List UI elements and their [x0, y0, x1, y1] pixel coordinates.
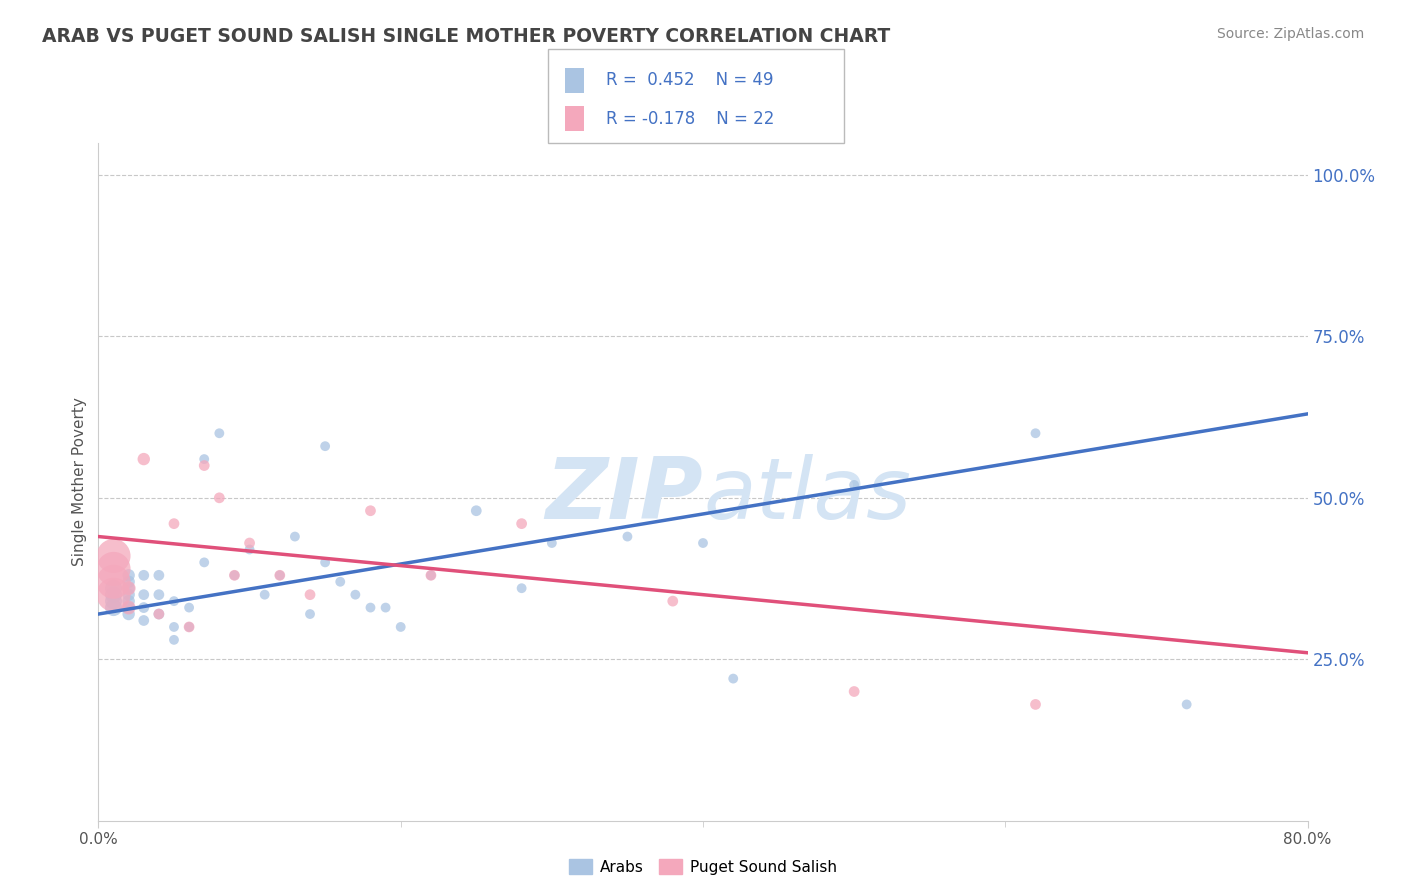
Point	[224, 568, 246, 582]
Point	[299, 607, 322, 621]
Point	[389, 620, 412, 634]
Point	[510, 581, 533, 595]
Point	[692, 536, 714, 550]
Point	[239, 542, 262, 557]
Point	[360, 504, 382, 518]
Point	[103, 600, 125, 615]
Point	[314, 555, 336, 569]
Text: Source: ZipAtlas.com: Source: ZipAtlas.com	[1216, 27, 1364, 41]
Point	[103, 562, 125, 576]
Point	[103, 588, 125, 602]
Point	[420, 568, 443, 582]
Point	[163, 594, 186, 608]
Point	[193, 555, 215, 569]
Point	[360, 600, 382, 615]
Point	[148, 568, 170, 582]
Point	[314, 439, 336, 453]
Point	[844, 478, 866, 492]
Point	[163, 632, 186, 647]
Legend: Arabs, Puget Sound Salish: Arabs, Puget Sound Salish	[564, 853, 842, 880]
Point	[239, 536, 262, 550]
Point	[163, 620, 186, 634]
Point	[103, 594, 125, 608]
Point	[208, 426, 231, 441]
Point	[540, 536, 562, 550]
Text: ARAB VS PUGET SOUND SALISH SINGLE MOTHER POVERTY CORRELATION CHART: ARAB VS PUGET SOUND SALISH SINGLE MOTHER…	[42, 27, 890, 45]
Point	[344, 588, 367, 602]
Point	[118, 600, 141, 615]
Point	[118, 588, 141, 602]
Point	[179, 600, 201, 615]
Point	[465, 504, 488, 518]
Point	[179, 620, 201, 634]
Point	[132, 588, 155, 602]
Point	[118, 607, 141, 621]
Point	[118, 594, 141, 608]
Point	[269, 568, 291, 582]
Text: ZIP: ZIP	[546, 454, 703, 537]
Point	[118, 600, 141, 615]
Point	[118, 574, 141, 589]
Point	[299, 588, 322, 602]
Point	[148, 607, 170, 621]
Point	[179, 620, 201, 634]
Point	[148, 607, 170, 621]
Point	[118, 568, 141, 582]
Point	[224, 568, 246, 582]
Point	[284, 530, 307, 544]
Point	[1024, 426, 1046, 441]
Point	[132, 614, 155, 628]
Point	[193, 452, 215, 467]
Point	[723, 672, 745, 686]
Point	[118, 581, 141, 595]
Point	[132, 600, 155, 615]
Point	[132, 568, 155, 582]
Point	[844, 684, 866, 698]
Point	[103, 574, 125, 589]
Point	[208, 491, 231, 505]
Point	[420, 568, 443, 582]
Point	[148, 588, 170, 602]
Point	[329, 574, 352, 589]
Point	[269, 568, 291, 582]
Point	[193, 458, 215, 473]
Point	[510, 516, 533, 531]
Point	[103, 581, 125, 595]
Point	[103, 588, 125, 602]
Point	[662, 594, 685, 608]
Point	[1175, 698, 1198, 712]
Point	[253, 588, 276, 602]
Point	[103, 549, 125, 563]
Y-axis label: Single Mother Poverty: Single Mother Poverty	[72, 397, 87, 566]
Text: R =  0.452    N = 49: R = 0.452 N = 49	[606, 71, 773, 89]
Point	[118, 581, 141, 595]
Point	[374, 600, 396, 615]
Text: R = -0.178    N = 22: R = -0.178 N = 22	[606, 110, 775, 128]
Point	[132, 452, 155, 467]
Point	[1024, 698, 1046, 712]
Point	[163, 516, 186, 531]
Text: atlas: atlas	[703, 454, 911, 537]
Point	[616, 530, 638, 544]
